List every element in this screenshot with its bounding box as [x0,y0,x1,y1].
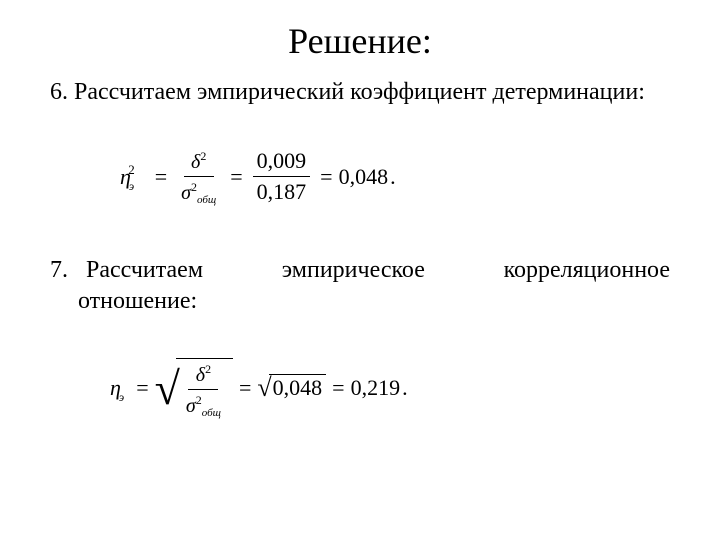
sqrt-value: 0,048 [269,374,327,401]
equals-4: = [136,375,148,401]
delta-symbol: δ [191,151,200,173]
eta-squared: ηэ2 [120,164,143,190]
sigma-sub: общ [197,194,216,206]
eta-subscript: э [129,179,134,193]
formula2-period: . [402,375,408,401]
item-6-text: Рассчитаем эмпирический коэффициент дете… [74,79,645,105]
frac-top-num: 0,009 [253,148,311,177]
fraction-numeric: 0,009 0,187 [253,148,311,205]
delta-sup-2: 2 [205,362,211,376]
eta-plain: ηэ [110,375,126,401]
formula2-result: 0,219 [351,375,401,401]
equals-5: = [239,375,251,401]
item-7-w1: Рассчитаем [86,257,203,283]
frac-top-delta-2: δ2 [188,361,218,390]
radical-icon: √ [155,371,180,408]
item-7-number: 7. [50,257,68,283]
frac-bot-num: 0,187 [253,177,311,205]
page-title: Решение: [50,20,670,62]
sqrt-content: δ2 σ2общ [176,358,233,418]
item-6-number: 6. [50,79,68,105]
sigma-sup: 2 [191,180,197,194]
item-7: 7. Рассчитаем эмпирическое корреляционно… [50,255,670,317]
formula1-period: . [390,164,396,190]
formula-2: ηэ = √ δ2 σ2общ = √ 0,048 = 0,219. [110,358,670,418]
item-7-w2: эмпирическое [282,255,425,286]
equals-2: = [230,164,242,190]
eta-superscript: 2 [128,162,135,177]
fraction-under-root: δ2 σ2общ [182,361,225,418]
sigma-sup-2: 2 [196,393,202,407]
sqrt-big: √ δ2 σ2общ [155,358,233,418]
equals-1: = [155,164,167,190]
item-7-line2: отношение: [50,286,670,317]
item-7-w3: корреляционное [504,255,670,286]
equals-3: = [320,164,332,190]
eta-subscript-2: э [119,390,124,404]
frac-bot-sigma-2: σ2общ [182,390,225,418]
formula1-result: 0,048 [339,164,389,190]
formula-1: ηэ2 = δ2 σ2общ = 0,009 0,187 = 0,048. [120,148,670,205]
frac-bot-sigma: σ2общ [177,177,220,205]
item-6: 6. Рассчитаем эмпирический коэффициент д… [50,77,670,108]
sigma-sub-2: общ [202,407,221,419]
sigma-symbol: σ [181,182,191,204]
frac-top-delta: δ2 [184,148,214,177]
sqrt-small: √ 0,048 [257,374,326,401]
fraction-symbolic: δ2 σ2общ [177,148,220,205]
sigma-symbol-2: σ [186,395,196,417]
delta-sup: 2 [200,149,206,163]
equals-6: = [332,375,344,401]
delta-symbol-2: δ [196,364,205,386]
